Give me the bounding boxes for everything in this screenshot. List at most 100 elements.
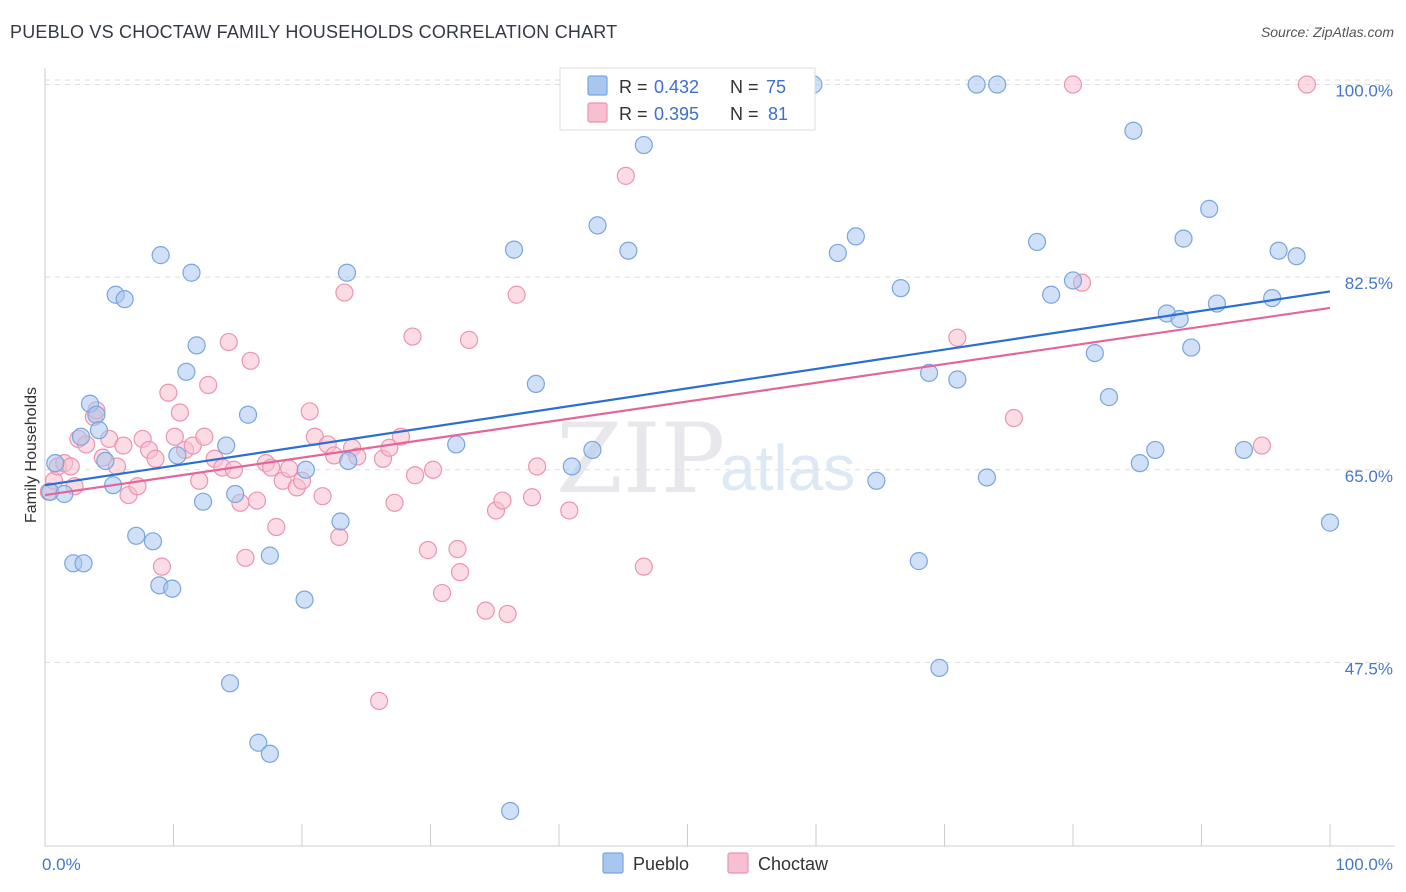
pueblo-point-29 xyxy=(260,546,279,565)
choctaw-point-20 xyxy=(159,383,178,402)
pueblo-point-58 xyxy=(1063,271,1083,290)
choctaw-point-77 xyxy=(1063,75,1083,94)
trend-lines xyxy=(44,290,1331,497)
grid xyxy=(45,79,1395,663)
pueblo-point-34 xyxy=(339,451,358,471)
choctaw-point-58 xyxy=(405,466,425,485)
pueblo-point-33 xyxy=(337,263,357,282)
pueblo-point-54 xyxy=(977,468,997,487)
choctaw-point-34 xyxy=(241,351,260,370)
choctaw-point-59 xyxy=(418,541,438,560)
legend-swatch-pueblo xyxy=(587,75,608,96)
x-tick-labels: 0.0% 100.0% xyxy=(42,855,1393,874)
legend-swatch-choctaw xyxy=(587,102,608,123)
pueblo-point-56 xyxy=(1027,232,1047,252)
pueblo-point-41 xyxy=(588,216,607,235)
choctaw-point-73 xyxy=(616,166,635,185)
choctaw-point-76 xyxy=(1004,408,1023,428)
watermark-zip: ZIP xyxy=(556,403,725,515)
choctaw-point-61 xyxy=(432,583,452,603)
legend-n-label-choctaw: N = xyxy=(730,104,759,124)
legend-r-value-choctaw: 0.395 xyxy=(654,104,699,124)
bottom-legend-label-choctaw: Choctaw xyxy=(758,854,829,874)
choctaw-point-33 xyxy=(236,548,255,567)
axes xyxy=(44,68,1395,847)
pueblo-point-46 xyxy=(846,227,865,246)
pueblo-point-32 xyxy=(331,512,350,531)
choctaw-point-27 xyxy=(199,375,218,395)
pueblo-point-74 xyxy=(1320,513,1340,532)
pueblo-point-72 xyxy=(1269,241,1288,260)
pueblo-point-17 xyxy=(163,579,182,598)
x-tick-label-0: 0.0% xyxy=(42,855,81,874)
choctaw-point-79 xyxy=(1252,436,1271,455)
pueblo-point-45 xyxy=(828,243,847,263)
pueblo-point-22 xyxy=(193,492,213,511)
choctaw-series xyxy=(39,75,1316,711)
choctaw-point-55 xyxy=(385,493,404,512)
bottom-legend-swatch-choctaw xyxy=(727,852,749,874)
legend-n-value-pueblo: 75 xyxy=(766,77,786,97)
pueblo-point-53 xyxy=(967,75,986,94)
choctaw-point-62 xyxy=(448,539,467,559)
pueblo-point-57 xyxy=(1042,285,1061,304)
choctaw-point-64 xyxy=(459,330,479,349)
pueblo-point-14 xyxy=(143,532,163,551)
pueblo-point-49 xyxy=(909,552,928,571)
source-credit: Source: ZipAtlas.com xyxy=(1260,24,1394,40)
pueblo-point-50 xyxy=(919,363,939,383)
pueblo-point-35 xyxy=(447,435,466,454)
choctaw-point-43 xyxy=(300,402,319,421)
legend-r-label-pueblo: R = xyxy=(619,77,648,97)
pueblo-point-21 xyxy=(187,336,206,355)
choctaw-point-75 xyxy=(948,328,967,347)
pueblo-point-67 xyxy=(1182,338,1201,357)
choctaw-point-69 xyxy=(507,285,526,304)
pueblo-point-7 xyxy=(87,405,106,424)
choctaw-point-40 xyxy=(280,459,299,478)
pueblo-point-55 xyxy=(988,75,1007,94)
watermark: ZIP atlas xyxy=(556,403,855,515)
pueblo-point-9 xyxy=(96,451,115,471)
pueblo-point-73 xyxy=(1287,247,1306,266)
legend-n-value-choctaw: 81 xyxy=(768,104,788,124)
pueblo-point-27 xyxy=(249,733,268,752)
pueblo-point-68 xyxy=(1200,199,1219,218)
pueblo-point-30 xyxy=(295,590,314,609)
pueblo-point-71 xyxy=(1263,288,1282,308)
choctaw-point-30 xyxy=(219,332,238,352)
pueblo-trend-line xyxy=(44,290,1331,487)
choctaw-point-18 xyxy=(146,449,165,468)
legend-n-label-pueblo: N = xyxy=(730,77,759,97)
x-tick-label-1: 100.0% xyxy=(1335,855,1393,874)
choctaw-point-72 xyxy=(560,501,579,520)
y-tick-label-0: 47.5% xyxy=(1345,659,1393,678)
pueblo-point-60 xyxy=(1099,388,1119,407)
pueblo-series xyxy=(41,75,1340,821)
chart-title: PUEBLO VS CHOCTAW FAMILY HOUSEHOLDS CORR… xyxy=(10,22,618,42)
pueblo-point-13 xyxy=(127,526,146,545)
legend: R = 0.432 N = 75 R = 0.395 N = 81 xyxy=(559,67,816,131)
legend-r-value-pueblo: 0.432 xyxy=(654,77,699,97)
pueblo-point-18 xyxy=(168,446,187,465)
pueblo-point-38 xyxy=(526,374,545,394)
choctaw-point-26 xyxy=(195,427,214,446)
bottom-legend: Pueblo Choctaw xyxy=(602,852,829,874)
choctaw-point-25 xyxy=(190,471,209,490)
choctaw-point-67 xyxy=(493,491,512,510)
choctaw-point-38 xyxy=(267,517,286,537)
pueblo-point-28 xyxy=(260,744,279,763)
choctaw-point-71 xyxy=(528,457,547,476)
choctaw-point-13 xyxy=(114,436,133,455)
y-tick-labels: 47.5% 65.0% 82.5% 100.0% xyxy=(1335,82,1393,679)
pueblo-point-19 xyxy=(177,362,196,381)
choctaw-point-52 xyxy=(370,691,389,711)
pueblo-point-4 xyxy=(71,427,91,446)
legend-r-label-choctaw: R = xyxy=(619,104,648,124)
choctaw-point-4 xyxy=(61,457,80,476)
y-tick-label-2: 82.5% xyxy=(1345,274,1393,293)
bottom-legend-label-pueblo: Pueblo xyxy=(633,854,689,874)
choctaw-trend-line xyxy=(44,306,1331,497)
y-tick-label-3: 100.0% xyxy=(1335,82,1393,101)
